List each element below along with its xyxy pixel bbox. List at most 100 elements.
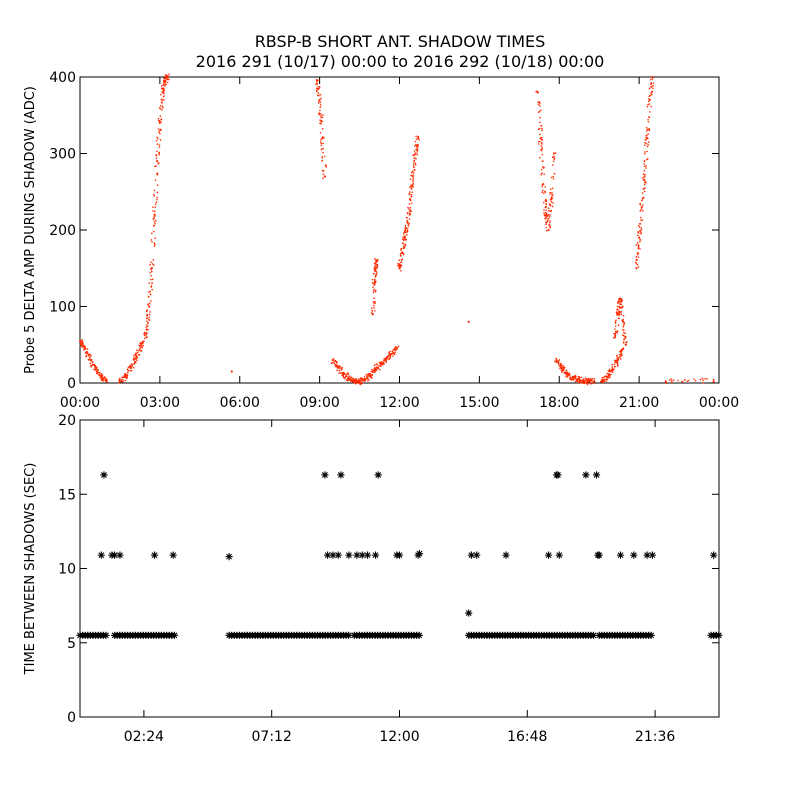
data-point [416,146,419,148]
data-point [551,187,554,190]
data-point [318,112,320,114]
data-point [374,289,377,292]
data-point [359,380,362,382]
data-point [670,378,672,380]
data-point [614,328,616,330]
data-point [583,380,586,382]
data-point [164,84,167,86]
data-point [546,219,549,222]
data-point [545,229,548,232]
data-point [400,249,402,251]
data-point [162,87,164,90]
data-point [622,331,625,334]
data-point [84,352,87,354]
data-point [645,134,648,137]
data-point [404,224,407,227]
data-point [550,176,553,179]
data-point [323,175,327,178]
data-point [161,109,163,111]
data-point [148,291,150,293]
data-point [410,202,413,204]
data-point [158,119,160,122]
data-point [353,551,361,559]
data-point [374,302,376,304]
data-point [540,142,543,144]
data-point [549,193,552,195]
data-point [592,380,595,383]
data-point [541,148,543,150]
data-point [412,164,415,166]
data-point [645,139,647,141]
data-point [622,342,625,344]
data-point [324,164,327,167]
data-point [553,158,556,161]
data-point [552,201,554,204]
data-point [359,383,361,385]
data-point [133,362,136,364]
data-point [81,342,84,344]
data-point [552,194,554,196]
data-point [374,370,377,373]
data-point [146,317,148,320]
data-point [617,302,619,304]
data-point [635,256,638,258]
y-tick-label: 0 [67,710,76,726]
data-point [600,381,602,383]
data-point [371,313,374,316]
data-point [582,378,585,381]
data-point [538,127,541,130]
data-point [154,222,156,225]
data-point [403,236,406,239]
data-point [140,349,143,352]
data-point [100,379,103,381]
data-point [156,160,159,163]
data-point [540,109,542,111]
data-point [163,99,165,101]
data-point [324,551,332,559]
data-point [550,196,553,199]
data-point [543,192,545,195]
data-point [548,223,551,226]
data-point [158,129,161,132]
data-point [652,82,655,84]
data-point [159,105,162,107]
data-point [404,235,406,237]
data-point [648,95,650,98]
data-point [417,137,420,140]
data-point [639,229,642,232]
data-point [170,631,179,639]
data-point [150,261,152,264]
data-point [640,227,643,230]
data-point [337,367,339,369]
data-point [569,376,571,378]
data-point [371,281,374,284]
data-point [136,352,138,354]
data-point [647,120,650,123]
data-point [646,128,649,131]
data-point [616,356,618,358]
data-point [152,259,155,261]
data-point [317,102,320,104]
data-point [548,221,551,224]
data-point [392,355,394,357]
data-point [415,550,424,558]
data-point [156,191,159,194]
data-point [648,98,651,102]
data-point [645,165,647,167]
data-point [230,370,233,373]
data-point [643,163,645,165]
data-point [102,379,104,381]
data-point [610,373,612,376]
data-point [414,152,417,155]
data-point [151,241,153,243]
data-point [86,350,88,353]
data-point [566,376,569,378]
data-point [681,381,684,383]
data-point [617,298,620,300]
data-point [319,104,322,106]
data-point [350,379,353,381]
data-point [94,366,97,369]
data-point [672,379,675,381]
data-point [149,290,152,293]
data-point [574,375,576,377]
